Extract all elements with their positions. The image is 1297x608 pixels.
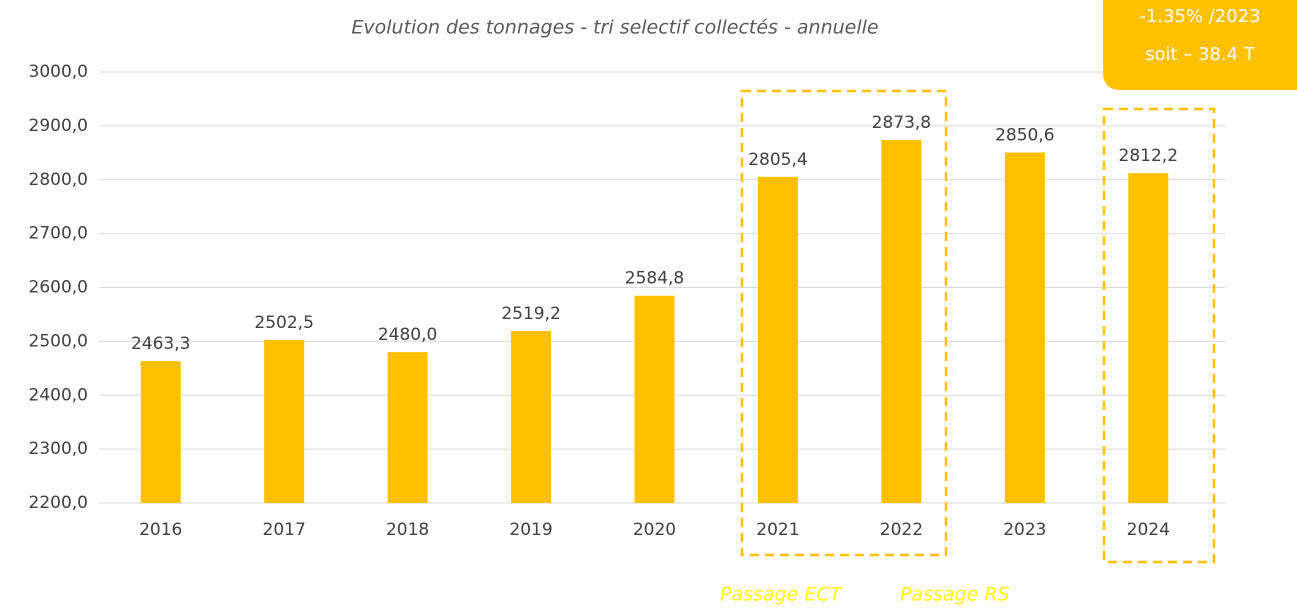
bar: [140, 361, 181, 503]
data-label: 2463,3: [131, 334, 190, 354]
callout-text: -1.35% /2023: [1139, 6, 1260, 27]
bar: [881, 139, 922, 504]
data-label: 2502,5: [254, 313, 313, 333]
x-tick-label: 2021: [756, 520, 799, 540]
y-tick-label: 2500,0: [29, 331, 88, 351]
data-label: 2480,0: [378, 325, 437, 345]
note: Passage RS: [900, 584, 1010, 606]
bar: [757, 176, 798, 503]
x-tick-label: 2019: [509, 520, 552, 540]
x-tick-label: 2023: [1003, 520, 1046, 540]
data-label: 2850,6: [995, 125, 1054, 145]
callout-text: soit – 38.4 T: [1145, 44, 1256, 65]
x-tick-label: 2020: [633, 520, 676, 540]
bar: [1004, 152, 1045, 503]
y-tick-label: 3000,0: [29, 62, 88, 82]
data-label: 2519,2: [501, 304, 560, 324]
y-tick-label: 2900,0: [29, 116, 88, 136]
data-label: 2873,8: [872, 113, 931, 133]
y-tick-label: 2400,0: [29, 385, 88, 405]
data-label: 2812,2: [1119, 146, 1178, 166]
bar: [1128, 173, 1169, 503]
bar: [511, 331, 552, 503]
data-label: 2584,8: [625, 269, 684, 289]
y-tick-label: 2200,0: [29, 493, 88, 513]
y-tick-label: 2700,0: [29, 224, 88, 244]
highlight-box: [1102, 107, 1216, 564]
chart-title: Evolution des tonnages - tri selectif co…: [351, 17, 878, 39]
x-tick-label: 2018: [386, 520, 429, 540]
y-tick-label: 2600,0: [29, 278, 88, 298]
bar: [634, 295, 675, 503]
callout-box: [1103, 0, 1297, 90]
x-tick-label: 2022: [880, 520, 923, 540]
x-tick-label: 2016: [139, 520, 182, 540]
bar: [264, 340, 305, 503]
y-tick-label: 2300,0: [29, 439, 88, 459]
note: Passage ECT: [720, 584, 843, 606]
highlight-box: [740, 89, 948, 557]
x-tick-label: 2017: [263, 520, 306, 540]
data-label: 2805,4: [748, 150, 807, 170]
bar: [387, 352, 428, 503]
x-tick-label: 2024: [1127, 520, 1170, 540]
y-tick-label: 2800,0: [29, 170, 88, 190]
